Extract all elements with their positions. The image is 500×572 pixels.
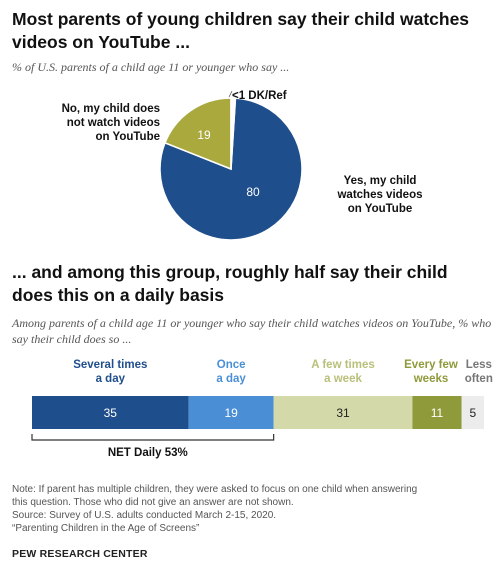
bar-category-label-1-line2: a day <box>95 373 126 385</box>
bar-category-label-5: Less often <box>429 358 500 386</box>
pie-slice-dk <box>230 97 237 170</box>
pie-label-yes-line3: on YouTube <box>347 203 413 215</box>
pie-label-yes-line2: watches videos <box>337 189 423 201</box>
bar-category-label-4-line2: weeks <box>413 373 449 385</box>
bar-segment-5 <box>461 396 484 429</box>
bar-category-label-2: Once a day <box>181 358 281 386</box>
bar-segment-2 <box>188 396 274 429</box>
bar-value-label-3: 31 <box>336 406 350 420</box>
bar-category-label-3-line2: a week <box>324 373 362 385</box>
bar-category-label-4: Every few weeks <box>381 358 481 386</box>
pie-value-no: 19 <box>197 128 211 142</box>
report-title: “Parenting Children in the Age of Screen… <box>12 523 200 534</box>
pie-label-yes-line1: Yes, my child <box>343 175 417 187</box>
pie-label-no-line3: on YouTube <box>95 131 160 143</box>
source-line: Source: Survey of U.S. adults conducted … <box>12 510 277 521</box>
brand-logo-text: PEW RESEARCH CENTER <box>12 548 148 560</box>
bar-segment-3 <box>273 396 413 429</box>
dk-leader-line <box>228 90 233 98</box>
bar-category-label-1-line1: Several times <box>73 359 148 371</box>
pie-chart: 80 19 <box>159 90 303 241</box>
bar-segment-1 <box>32 396 189 429</box>
pie-label-no: No, my child does not watch videos on Yo… <box>30 102 160 144</box>
bar-value-label-2: 19 <box>224 406 238 420</box>
pie-slice-no <box>164 97 232 171</box>
note-line2: this question. Those who did not give an… <box>12 497 294 508</box>
bar-category-label-3: A few times a week <box>293 358 393 386</box>
bar-category-label-2-line1: Once <box>216 359 246 371</box>
bar-segments: 35 19 31 11 5 <box>32 396 484 429</box>
pie-label-no-line1: No, my child does <box>61 103 160 115</box>
notes: Note: If parent has multiple children, t… <box>12 483 492 535</box>
stacked-bar-chart: 35 19 31 11 5 <box>31 396 484 441</box>
bar-category-label-5-line1: Less <box>465 359 492 371</box>
chart-subtitle-second: Among parents of a child age 11 or young… <box>12 316 492 346</box>
bar-value-label-5: 5 <box>469 406 476 420</box>
pie-label-yes: Yes, my child watches videos on YouTube <box>320 174 440 216</box>
bar-category-label-1: Several times a day <box>60 358 160 386</box>
chart-title-main: Most parents of young children say their… <box>12 9 470 52</box>
pie-label-dk: <1 DK/Ref <box>232 90 287 102</box>
chart-title-second: ... and among this group, roughly half s… <box>12 262 448 305</box>
pie-label-no-line2: not watch videos <box>66 117 160 129</box>
bar-category-label-3-line1: A few times <box>311 359 375 371</box>
bar-category-label-4-line1: Every few <box>404 359 458 371</box>
bar-category-label-5-line2: often <box>464 373 493 385</box>
pie-value-yes: 80 <box>246 185 260 199</box>
net-daily-label: NET Daily 53% <box>107 447 188 459</box>
note-line1: Note: If parent has multiple children, t… <box>12 484 418 495</box>
pie-slices <box>159 97 303 241</box>
bar-category-label-2-line2: a day <box>216 373 246 385</box>
bar-value-label-4: 11 <box>431 406 444 420</box>
net-daily-bracket <box>31 434 275 441</box>
chart-subtitle-main: % of U.S. parents of a child age 11 or y… <box>12 60 290 74</box>
bar-value-label-1: 35 <box>104 406 118 420</box>
bar-segment-4 <box>412 396 462 429</box>
